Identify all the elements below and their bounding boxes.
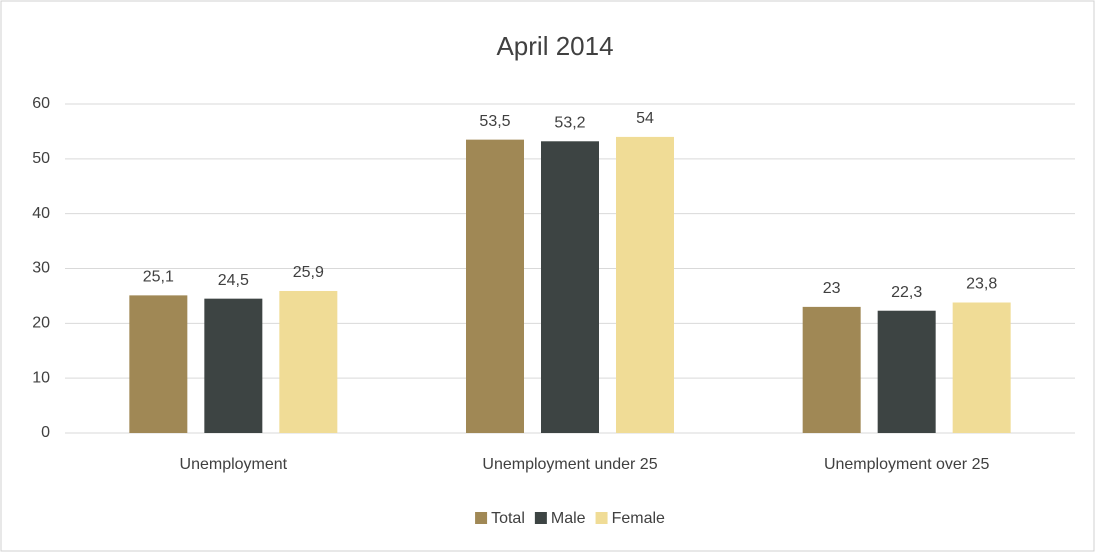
bar [466, 139, 524, 433]
legend-label: Male [551, 510, 586, 527]
bar [204, 298, 263, 433]
data-label: 25,9 [293, 264, 324, 281]
legend: Total Male Female [475, 510, 665, 527]
y-tick-label: 50 [32, 150, 50, 167]
bar [802, 306, 861, 433]
legend-swatch [595, 512, 608, 524]
data-label: 54 [636, 110, 654, 127]
y-tick-label: 0 [41, 424, 50, 441]
x-tick-label: Unemployment under 25 [482, 456, 657, 473]
legend-label: Female [612, 510, 665, 527]
legend-swatch [534, 512, 547, 524]
y-tick-label: 10 [32, 369, 50, 386]
y-tick-label: 40 [32, 205, 50, 222]
legend-swatch [475, 512, 488, 524]
y-tick-label: 30 [32, 260, 50, 277]
bar [616, 136, 674, 433]
bar [541, 141, 599, 433]
x-tick-label: Unemployment over 25 [824, 456, 990, 473]
data-label: 24,5 [218, 272, 249, 289]
y-tick-label: 60 [32, 95, 50, 112]
bar [877, 310, 936, 433]
data-label: 53,5 [479, 113, 510, 130]
bar [279, 290, 338, 433]
data-label: 23,8 [966, 276, 997, 293]
bar [952, 302, 1011, 433]
legend-label: Total [491, 510, 525, 527]
data-label: 22,3 [891, 284, 922, 301]
y-tick-label: 20 [32, 315, 50, 332]
x-tick-label: Unemployment [180, 456, 288, 473]
bar [129, 295, 188, 433]
data-label: 25,1 [143, 269, 174, 286]
data-label: 53,2 [554, 115, 585, 132]
data-label: 23 [823, 280, 841, 297]
chart-title: April 2014 [496, 31, 613, 61]
